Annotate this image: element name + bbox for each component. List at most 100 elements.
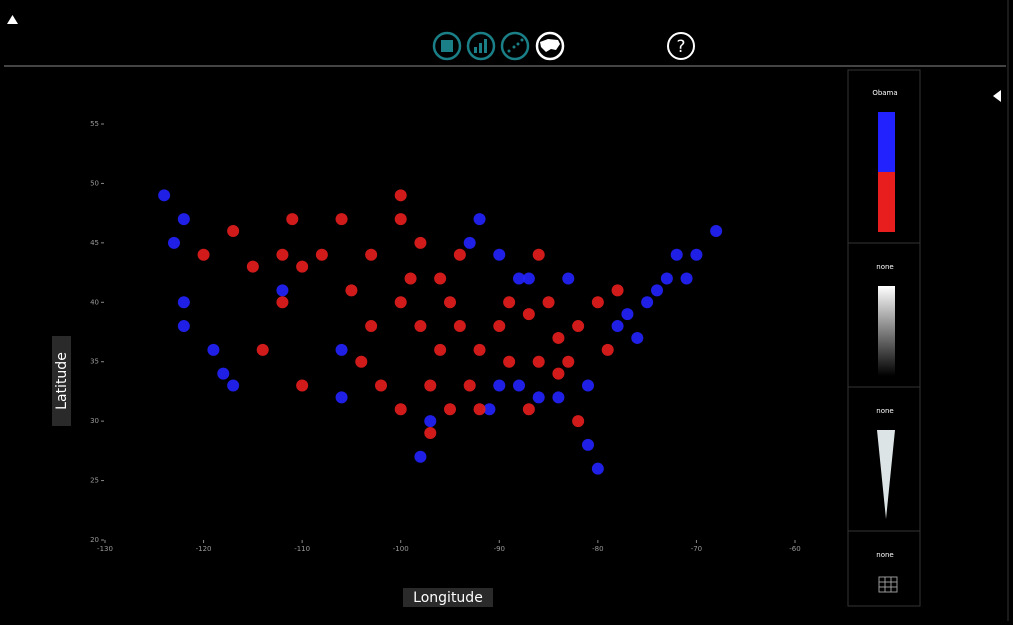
data-point xyxy=(562,355,575,368)
data-point xyxy=(177,213,190,226)
data-point xyxy=(394,213,407,226)
data-point xyxy=(522,308,535,321)
color-swatch-red xyxy=(878,172,895,232)
table-view-button[interactable] xyxy=(432,31,462,61)
x-axis-label: Longitude xyxy=(413,590,483,606)
data-point xyxy=(463,379,476,392)
data-point xyxy=(207,343,220,356)
x-tick-label: -110 xyxy=(294,545,310,553)
help-icon[interactable]: ? xyxy=(676,37,685,57)
y-tick-label: 40 xyxy=(90,298,99,306)
y-axis-label: Latitude xyxy=(54,352,70,410)
data-point xyxy=(532,248,545,261)
data-point xyxy=(572,415,585,428)
data-point xyxy=(444,403,456,416)
data-point xyxy=(532,355,545,368)
data-point xyxy=(680,272,693,285)
data-point xyxy=(276,284,289,297)
data-point xyxy=(493,379,506,392)
data-point xyxy=(641,296,654,309)
data-point xyxy=(463,236,476,249)
data-point xyxy=(503,296,516,309)
data-point xyxy=(394,403,407,416)
map-view-button[interactable] xyxy=(535,31,565,61)
shade-encoding-label[interactable]: none xyxy=(876,263,893,271)
data-point xyxy=(582,438,594,451)
data-point xyxy=(217,367,230,380)
data-point xyxy=(394,189,407,202)
y-tick-label: 20 xyxy=(90,536,99,544)
data-point xyxy=(335,391,348,404)
data-point xyxy=(562,272,575,285)
data-point xyxy=(591,296,604,309)
data-point xyxy=(601,343,614,356)
data-point xyxy=(227,224,240,237)
data-point xyxy=(611,320,624,333)
data-point xyxy=(710,224,723,237)
data-point xyxy=(394,296,407,309)
scatter-view-button[interactable] xyxy=(500,31,530,61)
data-point xyxy=(611,284,624,297)
x-tick-label: -90 xyxy=(494,545,505,553)
data-point xyxy=(493,320,506,333)
data-point xyxy=(315,248,328,261)
data-point xyxy=(286,213,299,226)
data-point xyxy=(552,367,565,380)
data-point xyxy=(355,355,368,368)
data-point xyxy=(591,462,604,475)
data-point xyxy=(256,343,269,356)
data-point xyxy=(168,236,180,249)
data-point xyxy=(582,379,594,392)
y-tick-label: 45 xyxy=(90,239,99,247)
data-point xyxy=(552,331,565,344)
data-point xyxy=(276,248,289,261)
size-swatch xyxy=(877,430,895,519)
bar-view-button[interactable] xyxy=(466,31,496,61)
data-point xyxy=(177,320,190,333)
data-point xyxy=(513,379,525,392)
y-tick-label: 30 xyxy=(90,417,99,425)
size-encoding-label[interactable]: none xyxy=(876,407,893,415)
help-button[interactable]: ? xyxy=(667,32,695,60)
x-tick-label: -80 xyxy=(592,545,603,553)
y-axis-label-box xyxy=(52,336,71,426)
collapse-side-button[interactable] xyxy=(993,90,1001,102)
x-tick-label: -120 xyxy=(196,545,212,553)
x-axis-label-box xyxy=(403,588,493,607)
data-point xyxy=(690,248,703,261)
facet-encoding-label[interactable]: none xyxy=(876,551,893,559)
data-point xyxy=(227,379,240,392)
data-point xyxy=(158,189,171,202)
x-tick-label: -60 xyxy=(789,545,800,553)
data-point xyxy=(532,391,545,404)
data-point xyxy=(414,320,427,333)
data-point xyxy=(197,248,210,261)
encoding-panel: Obama none none none xyxy=(847,69,921,607)
color-swatch-blue xyxy=(878,112,895,172)
data-point xyxy=(296,379,309,392)
data-point xyxy=(503,355,516,368)
data-point xyxy=(453,320,466,333)
data-point xyxy=(434,272,447,285)
data-point xyxy=(552,391,565,404)
data-point xyxy=(276,296,289,309)
y-tick-label: 50 xyxy=(90,179,99,187)
data-point xyxy=(483,403,496,416)
data-point xyxy=(473,403,486,416)
data-point xyxy=(631,331,644,344)
data-point xyxy=(424,415,437,428)
data-point xyxy=(335,213,348,226)
data-point xyxy=(434,343,447,356)
color-encoding-label[interactable]: Obama xyxy=(872,89,897,97)
data-point xyxy=(473,213,486,226)
x-tick-label: -130 xyxy=(97,545,113,553)
data-point xyxy=(296,260,309,273)
data-point xyxy=(542,296,555,309)
data-point xyxy=(513,272,525,285)
x-tick-label: -70 xyxy=(691,545,702,553)
y-tick-label: 35 xyxy=(90,358,99,366)
collapse-top-button[interactable] xyxy=(7,15,18,24)
data-point xyxy=(621,308,634,321)
